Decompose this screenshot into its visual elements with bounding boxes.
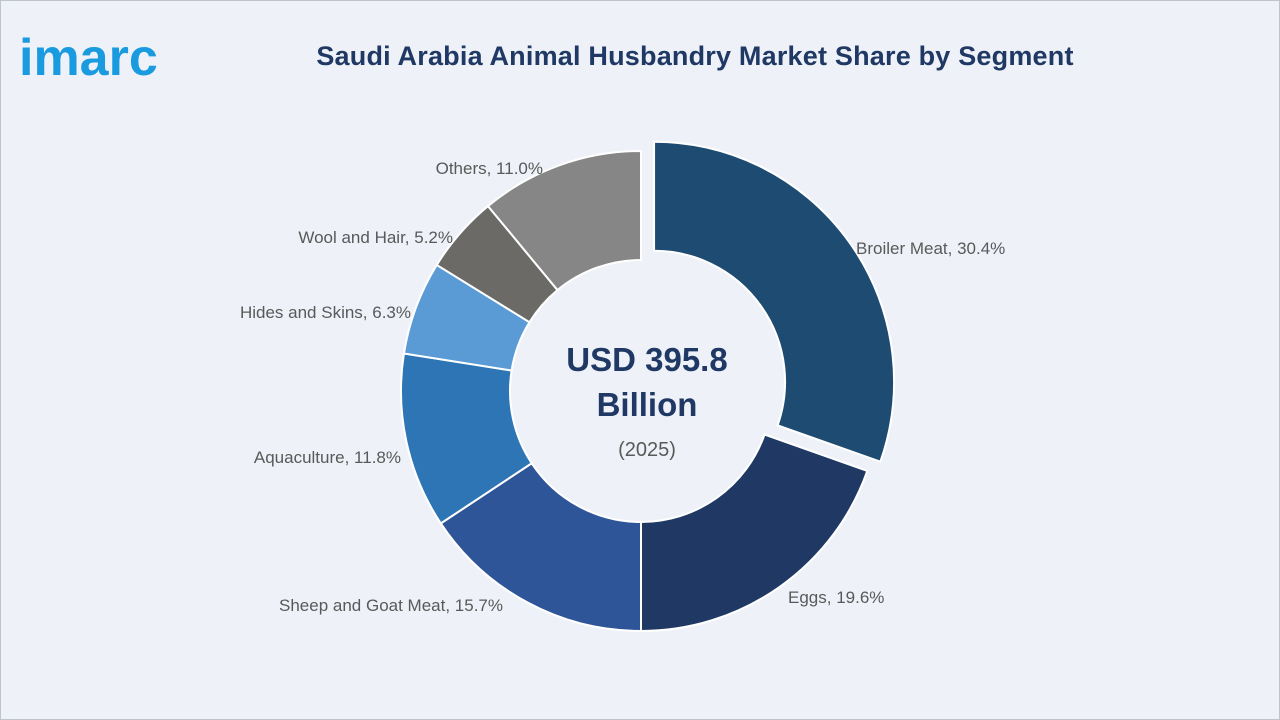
slice-label: Hides and Skins, 6.3% <box>240 303 411 322</box>
chart-title: Saudi Arabia Animal Husbandry Market Sha… <box>316 41 1074 71</box>
slice-others <box>486 149 642 292</box>
center-unit: Billion <box>597 386 698 423</box>
center-value: USD 395.8 <box>566 341 727 378</box>
slice-label: Others, 11.0% <box>436 159 543 178</box>
slice-broiler-meat <box>653 140 896 463</box>
slice-label: Wool and Hair, 5.2% <box>298 228 453 247</box>
slice-label: Aquaculture, 11.8% <box>254 448 401 467</box>
slice-sheep-and-goat-meat <box>439 461 642 633</box>
slice-label: Broiler Meat, 30.4% <box>856 239 1005 258</box>
imarc-logo: imarc <box>19 29 158 87</box>
slice-eggs <box>640 433 869 633</box>
logo-text: imarc <box>19 29 158 87</box>
center-year: (2025) <box>618 439 676 461</box>
slice-label: Sheep and Goat Meat, 15.7% <box>279 596 503 615</box>
slice-label: Eggs, 19.6% <box>788 588 884 607</box>
